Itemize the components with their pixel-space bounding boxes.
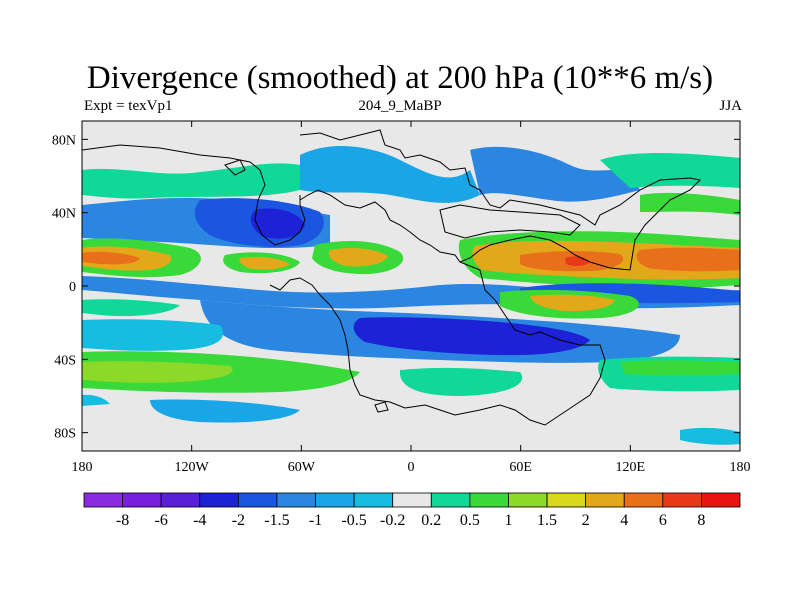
colorbar-box (83, 492, 123, 508)
field-patch (82, 299, 180, 317)
gondwana-coastline (269, 261, 606, 426)
field-patch (82, 361, 233, 383)
eurasia-coastline (299, 129, 702, 271)
field-patch (82, 251, 140, 265)
field-patch (300, 145, 480, 203)
colorbar-label: -0.2 (380, 512, 405, 529)
colorbar-box (623, 492, 664, 508)
colorbar-box (508, 492, 548, 508)
americas-coastline (82, 144, 306, 246)
experiment-label: Expt = texVp1 (84, 98, 173, 114)
colorbar-box (353, 492, 394, 508)
divergence-field (82, 121, 740, 451)
colorbar-label: 8 (697, 512, 705, 529)
field-patch (640, 192, 740, 215)
colorbar-box (237, 492, 278, 508)
colorbar-label: -2 (232, 512, 245, 529)
colorbar-box (199, 492, 239, 508)
colorbar: -8 -6 -4 -2 -1.5 -1 -0.5 -0.2 0.2 0.5 1 1.5 2 4 6 8 (83, 492, 741, 529)
field-patch (636, 247, 740, 272)
colorbar-label: -1.5 (264, 512, 289, 529)
colorbar-box (315, 492, 355, 508)
colorbar-box (469, 492, 509, 508)
colorbar-box (276, 492, 316, 508)
lon-tick-label: 180 (72, 460, 93, 475)
colorbar-box (546, 492, 587, 508)
lat-tick-label: 80S (54, 427, 76, 442)
colorbar-label: 0.2 (421, 512, 441, 529)
field-patch (399, 367, 523, 396)
colorbar-label: -4 (193, 512, 206, 529)
field-patch (620, 360, 740, 376)
field-patch (150, 399, 300, 423)
latitude-axis: 80N 40N 0 40S 80S (52, 133, 740, 442)
season-label: JJA (719, 98, 742, 114)
field-patch (82, 319, 224, 351)
lat-tick-label: 80N (52, 133, 76, 148)
colorbar-box (701, 492, 741, 508)
field-patch (250, 208, 305, 239)
lon-tick-label: 120W (175, 460, 210, 475)
coastlines (82, 129, 702, 426)
colorbar-label: 0.5 (460, 512, 480, 529)
colorbar-label: -6 (155, 512, 168, 529)
field-patch (680, 427, 740, 445)
lat-tick-label: 40N (52, 207, 76, 222)
case-label: 204_9_MaBP (358, 98, 442, 114)
colorbar-label: 6 (659, 512, 667, 529)
lon-tick-label: 180 (730, 460, 751, 475)
colorbar-label: 1.5 (537, 512, 557, 529)
field-patch (328, 248, 388, 267)
lon-tick-label: 0 (408, 460, 415, 475)
colorbar-label: -0.5 (341, 512, 366, 529)
colorbar-box (430, 492, 471, 508)
field-patch (600, 153, 740, 188)
field-patch (239, 256, 290, 270)
island-outline (374, 401, 389, 413)
colorbar-box (662, 492, 702, 508)
field-patch (530, 294, 615, 312)
map-title: Divergence (smoothed) at 200 hPa (10**6 … (86, 60, 714, 96)
longitude-axis: 180 120W 60W 0 60E 120E 180 (72, 121, 751, 475)
lat-tick-label: 40S (54, 353, 76, 368)
colorbar-label: -1 (309, 512, 322, 529)
lon-tick-label: 120E (616, 460, 646, 475)
colorbar-box (122, 492, 162, 508)
field-patch (82, 394, 110, 406)
colorbar-label: 4 (620, 512, 628, 529)
lon-tick-label: 60E (509, 460, 532, 475)
colorbar-box (160, 492, 201, 508)
island-outline (224, 159, 246, 176)
lat-tick-label: 0 (69, 280, 76, 295)
field-patch (82, 163, 300, 199)
field-patch (353, 317, 590, 356)
colorbar-box (585, 492, 625, 508)
colorbar-label: 2 (582, 512, 590, 529)
inland-sea-coastline (439, 204, 581, 239)
colorbar-label: 1 (504, 512, 512, 529)
colorbar-label: -8 (116, 512, 129, 529)
lon-tick-label: 60W (288, 460, 316, 475)
colorbar-box (392, 492, 432, 508)
field-patch (470, 146, 640, 202)
